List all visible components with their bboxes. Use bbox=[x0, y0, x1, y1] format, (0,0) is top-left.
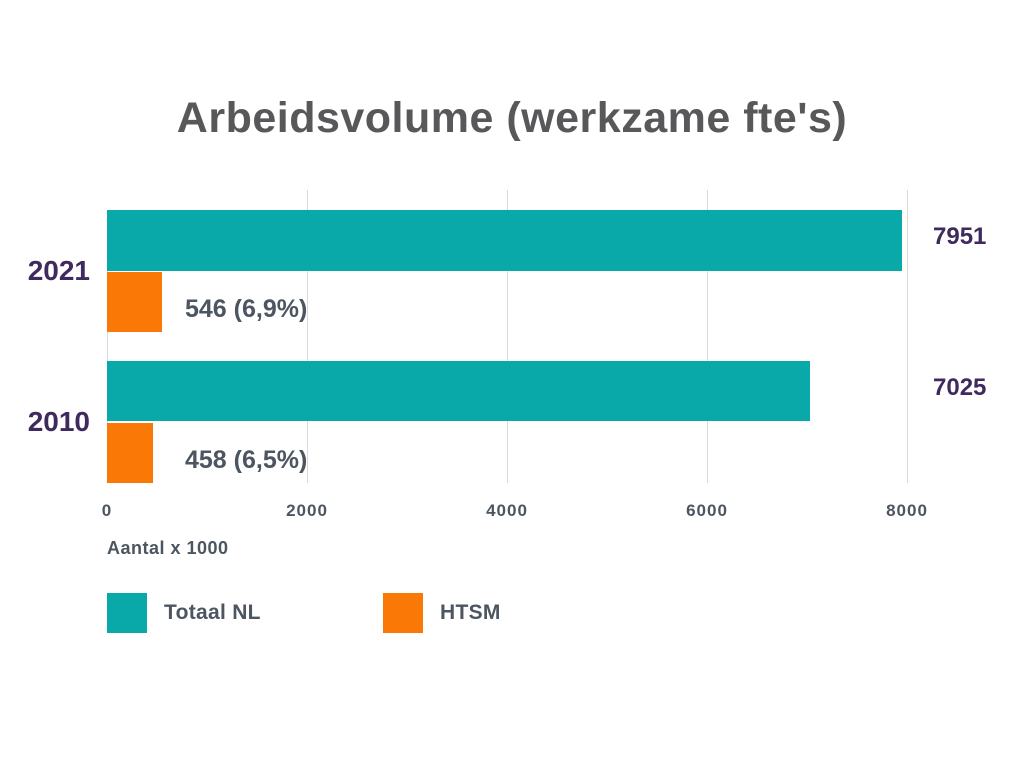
category-label-2010: 2010 bbox=[27, 406, 90, 437]
gridline-8000 bbox=[907, 190, 908, 483]
bar-totaal-nl-2010 bbox=[107, 361, 810, 421]
x-tick-label-0: 0 bbox=[101, 501, 113, 520]
gridline-0 bbox=[107, 210, 108, 483]
chart-title: Arbeidsvolume (werkzame fte's) bbox=[176, 94, 848, 142]
legend-item-htsm: HTSM bbox=[383, 593, 501, 633]
gridline-4000 bbox=[507, 190, 508, 483]
bar-htsm-2010 bbox=[107, 423, 153, 483]
legend-swatch-htsm bbox=[383, 593, 423, 633]
bar-htsm-2021 bbox=[107, 272, 162, 332]
value-label-htsm-2010: 458 (6,5%) bbox=[185, 446, 308, 474]
category-label-2021: 2021 bbox=[27, 255, 90, 286]
legend-label-htsm: HTSM bbox=[440, 601, 501, 624]
x-axis-note: Aantal x 1000 bbox=[107, 538, 229, 558]
bar-totaal-nl-2021 bbox=[107, 210, 902, 271]
x-tick-label-4000: 4000 bbox=[486, 501, 528, 520]
legend-label-totaal-nl: Totaal NL bbox=[164, 601, 261, 624]
gridline-2000 bbox=[307, 190, 308, 483]
x-tick-label-8000: 8000 bbox=[886, 501, 928, 520]
legend-swatch-totaal-nl bbox=[107, 593, 147, 633]
gridline-6000 bbox=[707, 190, 708, 483]
x-tick-label-6000: 6000 bbox=[686, 501, 728, 520]
x-tick-label-2000: 2000 bbox=[286, 501, 328, 520]
legend-item-totaal-nl: Totaal NL bbox=[107, 593, 261, 633]
value-label-htsm-2021: 546 (6,9%) bbox=[185, 295, 308, 323]
value-label-totaal-nl-2021: 7951 bbox=[933, 223, 987, 250]
value-label-totaal-nl-2010: 7025 bbox=[933, 374, 987, 401]
